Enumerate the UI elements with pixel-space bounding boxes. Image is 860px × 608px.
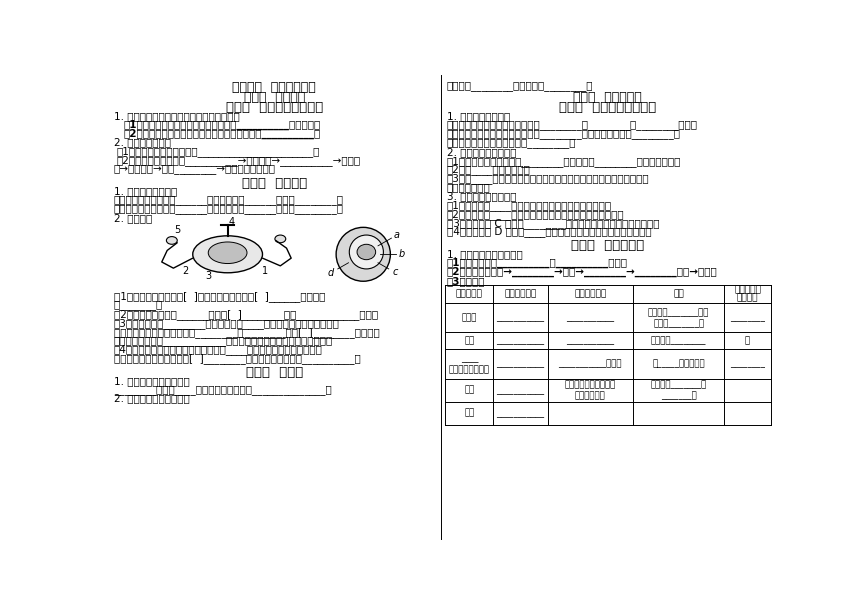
Text: 3. 主要维生素的缺乏症: 3. 主要维生素的缺乏症 <box>447 191 517 201</box>
Text: 第二节  消化和吸收: 第二节 消化和吸收 <box>571 240 644 252</box>
Text: ________: ________ <box>730 359 765 368</box>
Text: a: a <box>394 230 400 240</box>
Text: 1: 1 <box>261 266 267 276</box>
Text: 母体获得，产生的____________等废物也通过这两个结构由母体排出。: 母体获得，产生的____________等废物也通过这两个结构由母体排出。 <box>114 336 333 345</box>
Text: 男孩出现________、女孩出现________。: 男孩出现________、女孩出现________。 <box>447 81 593 91</box>
Text: （2）受精卵分裂形成______，植入[  ]________，是____________开始。: （2）受精卵分裂形成______，植入[ ]________，是________… <box>114 309 378 320</box>
Text: （2）缺____会引起贫血。: （2）缺____会引起贫血。 <box>447 165 531 176</box>
Text: 第一节  食物中的营养物质: 第一节 食物中的营养物质 <box>559 102 656 114</box>
Text: 5: 5 <box>174 224 181 235</box>
Text: 之分解_______。: 之分解_______。 <box>653 319 704 328</box>
Text: 初步消化________: 初步消化________ <box>651 336 706 345</box>
Text: 对_____起乳化作用: 对_____起乳化作用 <box>653 359 705 368</box>
Text: 所含的消化酶: 所含的消化酶 <box>574 289 606 299</box>
Text: （最大的消化腺）: （最大的消化腺） <box>449 365 490 374</box>
Text: 第二章  人体的营养: 第二章 人体的营养 <box>573 91 642 105</box>
Text: （4）缺维生素 D 会影响____的吸收，引起向偻病、骨质疏松症等。: （4）缺维生素 D 会影响____的吸收，引起向偻病、骨质疏松症等。 <box>447 227 652 238</box>
Text: 2. 从猿到人的进化: 2. 从猿到人的进化 <box>114 137 170 147</box>
Text: （1）缺钙会引起的疾病：________（儿童）、________（中老年人）。: （1）缺钙会引起的疾病：________（儿童）、________（中老年人）。 <box>447 156 681 167</box>
Text: 分泌的消化液: 分泌的消化液 <box>505 289 537 299</box>
Text: 肠腺: 肠腺 <box>464 409 475 418</box>
Text: 2: 2 <box>181 266 188 276</box>
Text: 第二节  人的生殖: 第二节 人的生殖 <box>242 176 307 190</box>
Text: 1. 现代类人猿和人类的共同祖先是森林古猿: 1. 现代类人猿和人类的共同祖先是森林古猿 <box>114 111 239 121</box>
Text: ___________: ___________ <box>496 313 544 322</box>
Text: （3）缺维生素 C 会引起________（如牙龈出血）、抵抗力下降等。: （3）缺维生素 C 会引起________（如牙龈出血）、抵抗力下降等。 <box>447 218 660 229</box>
Text: ___________: ___________ <box>496 336 544 345</box>
Text: 作用: 作用 <box>673 289 684 299</box>
Text: ________: ________ <box>730 313 765 322</box>
Text: 胃: 胃 <box>745 336 750 345</box>
Text: ___________: ___________ <box>496 385 544 395</box>
Text: （2）消化道：口腔→________→食道→________→________大肠→肛门。: （2）消化道：口腔→________→食道→________→________大… <box>447 267 718 277</box>
Text: 唾液腺: 唾液腺 <box>462 313 477 322</box>
Text: （1）缺维生素____会引起夜盲症、皮肤干燥、干眼症等: （1）缺维生素____会引起夜盲症、皮肤干燥、干眼症等 <box>447 200 612 211</box>
Text: （2）进化中的大事件：__________→使用工具→__________→火的使: （2）进化中的大事件：__________→使用工具→__________→火的… <box>117 155 361 166</box>
Text: （2）亲缘关系：现代类人猿和人类的共同祖先是__________。: （2）亲缘关系：现代类人猿和人类的共同祖先是__________。 <box>123 128 320 139</box>
Text: 4: 4 <box>229 217 235 227</box>
Ellipse shape <box>357 244 376 260</box>
Text: ___________: ___________ <box>566 313 614 322</box>
Text: 第四单元  生物圈中的人: 第四单元 生物圈中的人 <box>232 81 316 94</box>
Text: （1）从猿到人进化的外因是______________________。: （1）从猿到人进化的外因是______________________。 <box>117 146 320 157</box>
Text: （4）一般来说，从形成受精卵开始到第____周时，胎儿就发育成熟了，: （4）一般来说，从形成受精卵开始到第____周时，胎儿就发育成熟了， <box>114 344 322 355</box>
Text: 现出人的形态）；胎儿所需的________和________通过[  ]________和脐带从: 现出人的形态）；胎儿所需的________和________通过[ ]_____… <box>114 326 379 337</box>
Text: 第三节  青春期: 第三节 青春期 <box>245 366 303 379</box>
Ellipse shape <box>208 242 247 263</box>
Circle shape <box>349 235 384 269</box>
Text: （3）缺____会导致地方性甲状腺肿（大脖子病）及儿童的智力和体格: （3）缺____会导致地方性甲状腺肿（大脖子病）及儿童的智力和体格 <box>447 173 649 184</box>
Text: 1. 青春期的主要身体表现: 1. 青春期的主要身体表现 <box>114 376 189 386</box>
Text: （1）四种现代类人猿：长臂猿、猩猩、__________、黑猩猩。: （1）四种现代类人猿：长臂猿、猩猩、__________、黑猩猩。 <box>123 120 320 130</box>
Text: ___________: ___________ <box>496 359 544 368</box>
Text: （1）睾丸产生的精子与[  ]卵巢产生的卵细胞在[  ]______结合形成: （1）睾丸产生的精子与[ ]卵巢产生的卵细胞在[ ]______结合形成 <box>114 291 325 302</box>
Ellipse shape <box>193 236 262 273</box>
Text: 食物中含有糖类、脂肪、蛋白质、________、________、________等六类: 食物中含有糖类、脂肪、蛋白质、________、________、_______… <box>447 120 698 130</box>
Text: 发挥消化作: 发挥消化作 <box>734 286 761 295</box>
Text: 质和脂肪的酶: 质和脂肪的酶 <box>575 391 605 400</box>
Text: 建造和修复身体的重要原料是________。: 建造和修复身体的重要原料是________。 <box>447 138 576 148</box>
Text: （3）胚胎在母体________内发育，在第____周左右时发育成胎儿（已呈: （3）胚胎在母体________内发育，在第____周左右时发育成胎儿（已呈 <box>114 318 340 329</box>
Text: 消化腺名称: 消化腺名称 <box>456 289 482 299</box>
Text: 胰腺: 胰腺 <box>464 385 475 395</box>
Text: 1. 消化系统的组成和功能: 1. 消化系统的组成和功能 <box>447 249 523 259</box>
Text: 用→大脑发达→产生________→人类越来越强大。: 用→大脑发达→产生________→人类越来越强大。 <box>114 164 276 174</box>
Text: （2）缺维生素____会引起神经炎、消化不良、食欲不振等。: （2）缺维生素____会引起神经炎、消化不良、食欲不振等。 <box>447 209 624 219</box>
Text: ____: ____ <box>461 354 478 363</box>
Text: ___________: ___________ <box>566 336 614 345</box>
Text: （3）消化腺: （3）消化腺 <box>447 276 485 286</box>
Text: 第一章  人的由来: 第一章 人的由来 <box>243 91 304 104</box>
Circle shape <box>336 227 390 282</box>
Text: 第一节  人类的起源和发展: 第一节 人类的起源和发展 <box>225 101 322 114</box>
Text: 用的部位: 用的部位 <box>737 293 759 302</box>
Text: c: c <box>392 268 397 277</box>
Text: 营养物质。其中主要的供能物质是________，备用能源物质是________，: 营养物质。其中主要的供能物质是________，备用能源物质是________， <box>447 129 681 139</box>
Text: b: b <box>399 249 405 259</box>
Text: （1）消化系统由__________和__________组成。: （1）消化系统由__________和__________组成。 <box>447 258 628 268</box>
Text: d: d <box>328 268 335 278</box>
Text: 2. 青春期的主要生理表现: 2. 青春期的主要生理表现 <box>114 393 189 404</box>
Text: 男性的主要生殖器官是______，作用是产生______，分泌________；: 男性的主要生殖器官是______，作用是产生______，分泌________； <box>114 195 344 206</box>
Text: _______。: _______。 <box>660 391 697 400</box>
Text: 都能消化_______、: 都能消化_______、 <box>650 381 707 389</box>
Text: 初步消化_______，使: 初步消化_______，使 <box>648 308 710 317</box>
Text: 胃腺: 胃腺 <box>464 336 475 345</box>
Text: 1. 食物中的营养物质: 1. 食物中的营养物质 <box>447 111 510 122</box>
Text: ________突增、____器官迅速发育，出现______________。: ________突增、____器官迅速发育，出现______________。 <box>114 385 331 395</box>
Text: 3: 3 <box>206 271 212 281</box>
Text: 女性的主要生殖器官是______，作用是产生______，分泌________。: 女性的主要生殖器官是______，作用是产生______，分泌________。 <box>114 204 344 214</box>
Text: 成熟的胎儿和胎盘从母体的[  ]________产出，这个过程称为__________。: 成熟的胎儿和胎盘从母体的[ ]________产出，这个过程称为________… <box>114 353 360 364</box>
Ellipse shape <box>166 237 177 244</box>
Text: 1. 男女主要生殖器官: 1. 男女主要生殖器官 <box>114 187 177 196</box>
Text: 2. 生殖过程: 2. 生殖过程 <box>114 213 152 223</box>
Ellipse shape <box>275 235 286 243</box>
Text: 的_______。: 的_______。 <box>114 300 163 310</box>
Text: ___________消化酶: ___________消化酶 <box>559 359 622 368</box>
Text: 发育出现障碍。: 发育出现障碍。 <box>447 182 491 192</box>
Text: 2. 主要无机盐的缺乏症: 2. 主要无机盐的缺乏症 <box>447 147 517 157</box>
Text: 都含有消化糖类、蛋白: 都含有消化糖类、蛋白 <box>565 381 616 389</box>
Text: ___________: ___________ <box>496 409 544 418</box>
